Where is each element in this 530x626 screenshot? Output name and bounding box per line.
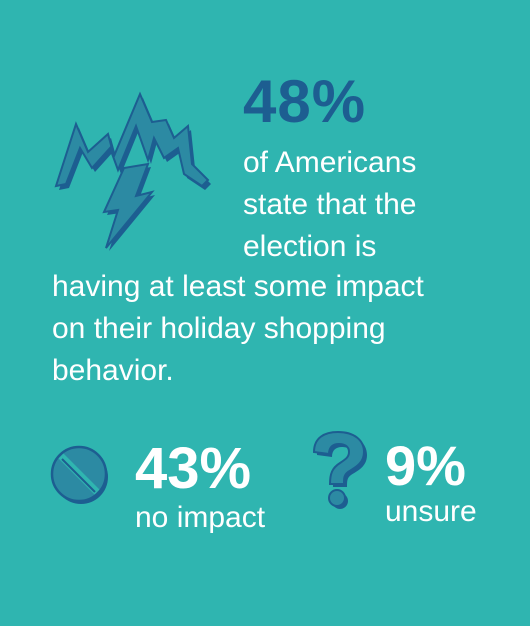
lead-line: state that the [243, 188, 417, 221]
headline-lead-text: of Americans state that the election is [243, 142, 503, 268]
headline-body-text: having at least some impact on their hol… [52, 266, 424, 392]
lead-line: election is [243, 230, 377, 263]
no-impact-stat: 43% [135, 436, 252, 501]
question-mark-icon [312, 430, 367, 509]
unsure-stat: 9% [385, 434, 466, 497]
body-line: having at least some impact [52, 270, 424, 303]
lead-line: of Americans [243, 146, 417, 179]
no-sign-icon [50, 445, 108, 504]
no-impact-label: no impact [135, 501, 266, 534]
body-line: on their holiday shopping [52, 312, 386, 345]
unsure-label: unsure [385, 495, 477, 528]
body-line: behavior. [52, 354, 174, 387]
headline-stat: 48% [243, 68, 367, 135]
lightning-icon [54, 91, 211, 251]
